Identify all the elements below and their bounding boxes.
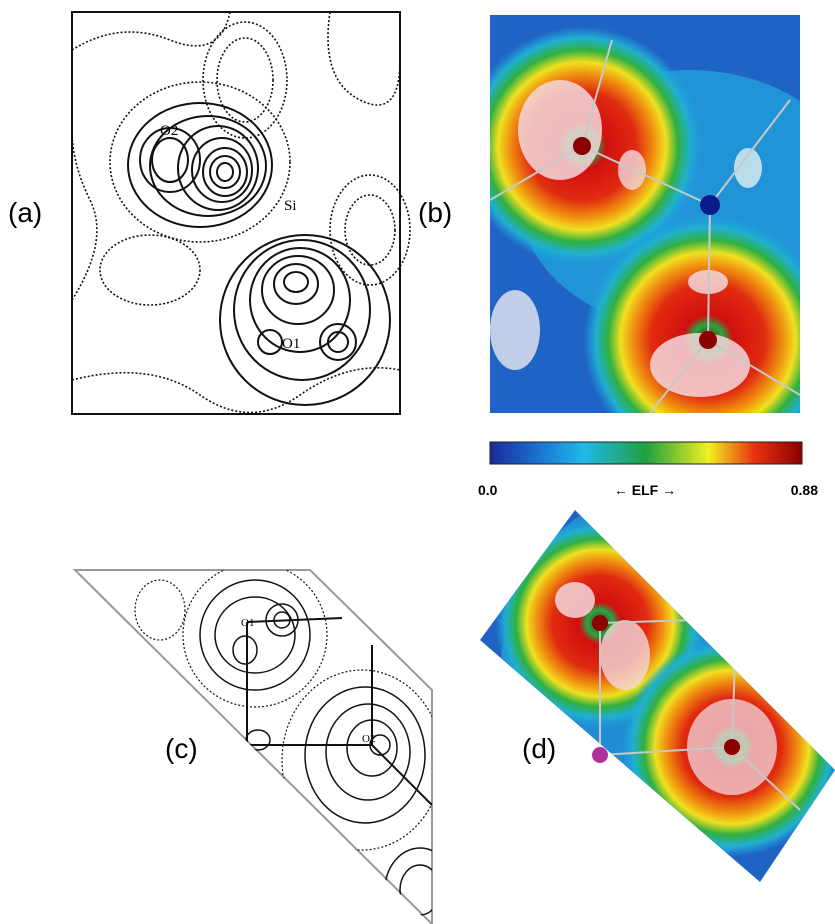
panel-label: (d) [522,733,556,764]
panel-label: (a) [8,197,42,228]
atom-label: O1 [241,617,254,629]
elf-map [480,510,835,882]
atom-label: O1 [282,336,300,352]
colorbar-max: 0.88 [791,482,818,498]
contour-map [71,11,411,414]
panel-frame [71,11,401,415]
panel-label: (c) [165,733,198,764]
elf-map [490,15,800,413]
colorbar-title: ← ELF → [614,482,676,498]
colorbar-min: 0.0 [478,482,498,498]
colorbar [489,441,803,465]
atom [592,747,608,763]
panel-frame [72,569,433,924]
atom-label: O2 [362,733,375,745]
atom-label: O2 [160,123,178,139]
panel-label: (b) [418,197,452,228]
atom-label: Si [284,198,297,214]
